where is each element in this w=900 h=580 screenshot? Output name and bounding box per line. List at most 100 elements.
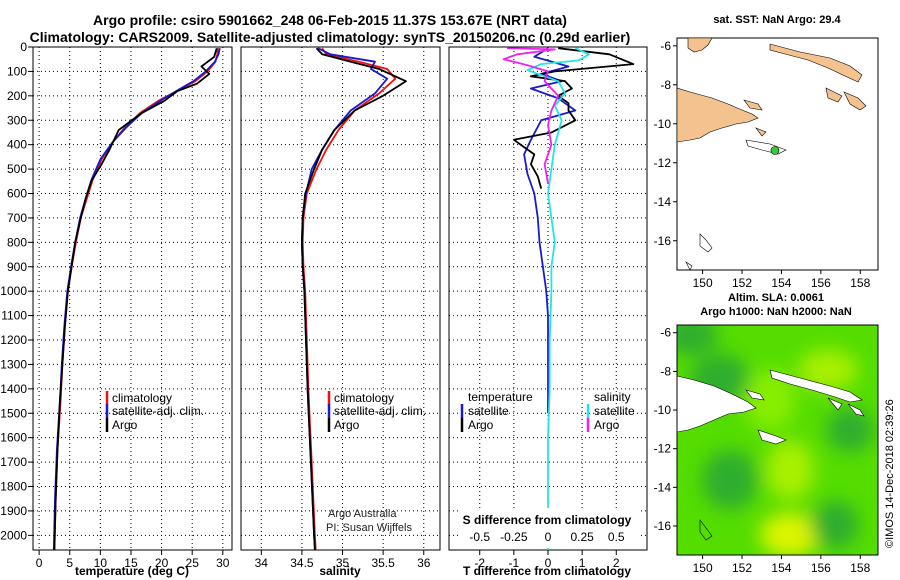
temperature-axis-label: temperature (deg C) (75, 564, 189, 578)
y-tick-label: 1300 (0, 357, 27, 371)
legend-label-s-argo: Argo (594, 418, 620, 432)
difference-series-group (502, 47, 635, 550)
legend-label-argo: Argo (112, 418, 138, 432)
temperature-x-tick-label: 15 (124, 556, 138, 570)
map-x-tick-label: 152 (732, 561, 752, 575)
sst-map-title: sat. SST: NaN Argo: 29.4 (713, 14, 841, 26)
legend-label-s-satellite: satellite (594, 404, 635, 418)
y-tick-label: 900 (7, 260, 27, 274)
legend-label-t-argo: Argo (468, 418, 494, 432)
map-x-tick-label: 158 (850, 561, 870, 575)
map-x-tick-label: 156 (811, 561, 831, 575)
s-diff-tick-label: 0.5 (608, 530, 625, 544)
legend-label-t-satellite: satellite (468, 404, 509, 418)
y-tick-label: 1100 (1, 309, 27, 323)
sla-map-title-line1: Altim. SLA: 0.0061 (728, 292, 824, 304)
difference-x-tick-label: -1 (509, 556, 520, 570)
y-tick-label: 700 (7, 211, 27, 225)
y-tick-label: 1200 (0, 333, 27, 347)
difference-legend: temperature satellite Argo salinity sate… (460, 390, 635, 432)
land-mass (745, 389, 765, 401)
temperature-x-tick-label: 5 (66, 556, 73, 570)
salinity-series-group (300, 47, 407, 550)
s-diff-tick-label: 0.25 (570, 530, 594, 544)
difference-series-satellite (526, 47, 590, 550)
land-mass (769, 43, 863, 83)
land-mass (757, 429, 787, 445)
map-y-tick-label: -14 (654, 480, 672, 494)
y-tick-label: 600 (7, 187, 27, 201)
difference-series-satellite (523, 47, 577, 414)
temperature-axes-frame (32, 46, 233, 551)
y-tick-label: 0 (20, 40, 27, 54)
s-diff-axis-background (458, 508, 638, 548)
sst-map: 150 152 154 156 158 -6 -8 -10 -12 -14 -16 (654, 37, 879, 290)
land-mass (847, 403, 865, 417)
salinity-series-argo (300, 47, 407, 550)
map-x-tick-label: 156 (811, 276, 831, 290)
legend-title-temperature: temperature (468, 390, 533, 404)
salinity-x-tick-label: 34 (255, 556, 269, 570)
sla-patch-low (702, 450, 758, 510)
difference-series-argo (502, 47, 560, 184)
map-x-tick-label: 154 (771, 561, 791, 575)
legend-label-satellite-adj: satellite-adj. clim. (112, 404, 204, 418)
salinity-axis-label: salinity (319, 564, 361, 578)
y-tick-label: 1400 (0, 382, 27, 396)
difference-x-tick-label: 0 (545, 556, 552, 570)
salinity-x-tick-label: 34.5 (290, 556, 314, 570)
map-y-tick-label: -12 (654, 156, 672, 170)
y-tick-label: 1900 (0, 504, 27, 518)
legend-label-argo: Argo (334, 418, 360, 432)
sla-patch-high (798, 350, 858, 390)
sla-map-frame (676, 324, 879, 556)
temperature-series-group (52, 47, 221, 550)
salinity-series-climatology (301, 47, 397, 550)
s-diff-tick-label: 0 (545, 530, 552, 544)
temperature-series-argo (53, 47, 218, 550)
map-x-tick-label: 158 (850, 276, 870, 290)
y-tick-label: 1600 (0, 431, 27, 445)
y-tick-label: 300 (7, 113, 27, 127)
sla-map-title-line2: Argo h1000: NaN h2000: NaN (700, 306, 852, 318)
map-y-tick-label: -16 (654, 234, 672, 248)
land-mass (825, 87, 843, 103)
sla-patch-low (826, 408, 874, 452)
figure-title-line1: Argo profile: csiro 5901662_248 06-Feb-2… (93, 12, 567, 28)
legend-label-climatology: climatology (334, 391, 394, 405)
sla-patch-high (744, 370, 796, 430)
y-tick-label: 1500 (0, 406, 27, 420)
salinity-legend: climatology satellite-adj. clim. Argo (327, 391, 426, 432)
credit-line2: PI: Susan Wijffels (326, 522, 412, 534)
temperature-series-climatology (53, 48, 219, 550)
sla-patch-low (811, 501, 859, 549)
land-mass (687, 38, 713, 53)
s-diff-axis-label: S difference from climatology (463, 513, 632, 527)
land-mass (755, 127, 767, 137)
sla-patch-high (760, 513, 820, 555)
y-tick-label: 1000 (0, 284, 27, 298)
y-tick-label: 1700 (0, 455, 27, 469)
difference-series-argo (513, 47, 635, 189)
s-diff-tick-label: -0.5 (469, 530, 490, 544)
legend-label-satellite-adj: satellite-adj. clim. (334, 404, 426, 418)
map-y-tick-label: -12 (654, 442, 672, 456)
sla-map: 150 152 154 156 158 -6 -8 -10 -12 -14 -16 (654, 324, 879, 575)
land-mass (843, 91, 867, 111)
salinity-x-tick-label: 35.5 (371, 556, 395, 570)
temperature-x-tick-label: 30 (216, 556, 230, 570)
temperature-x-tick-label: 0 (36, 556, 43, 570)
reef-outline (699, 233, 713, 253)
map-y-tick-label: -6 (660, 326, 671, 340)
difference-x-tick-label: 2 (613, 556, 620, 570)
map-x-tick-label: 150 (693, 561, 713, 575)
map-y-tick-label: -6 (660, 39, 671, 53)
salinity-x-tick-label: 36 (417, 556, 431, 570)
map-y-tick-label: -10 (654, 403, 672, 417)
y-tick-label: 400 (7, 138, 27, 152)
land-mass (677, 375, 757, 433)
map-y-tick-label: -8 (660, 364, 671, 378)
land-mass (677, 87, 759, 143)
figure-title-line2: Climatology: CARS2009. Satellite-adjuste… (29, 29, 631, 45)
